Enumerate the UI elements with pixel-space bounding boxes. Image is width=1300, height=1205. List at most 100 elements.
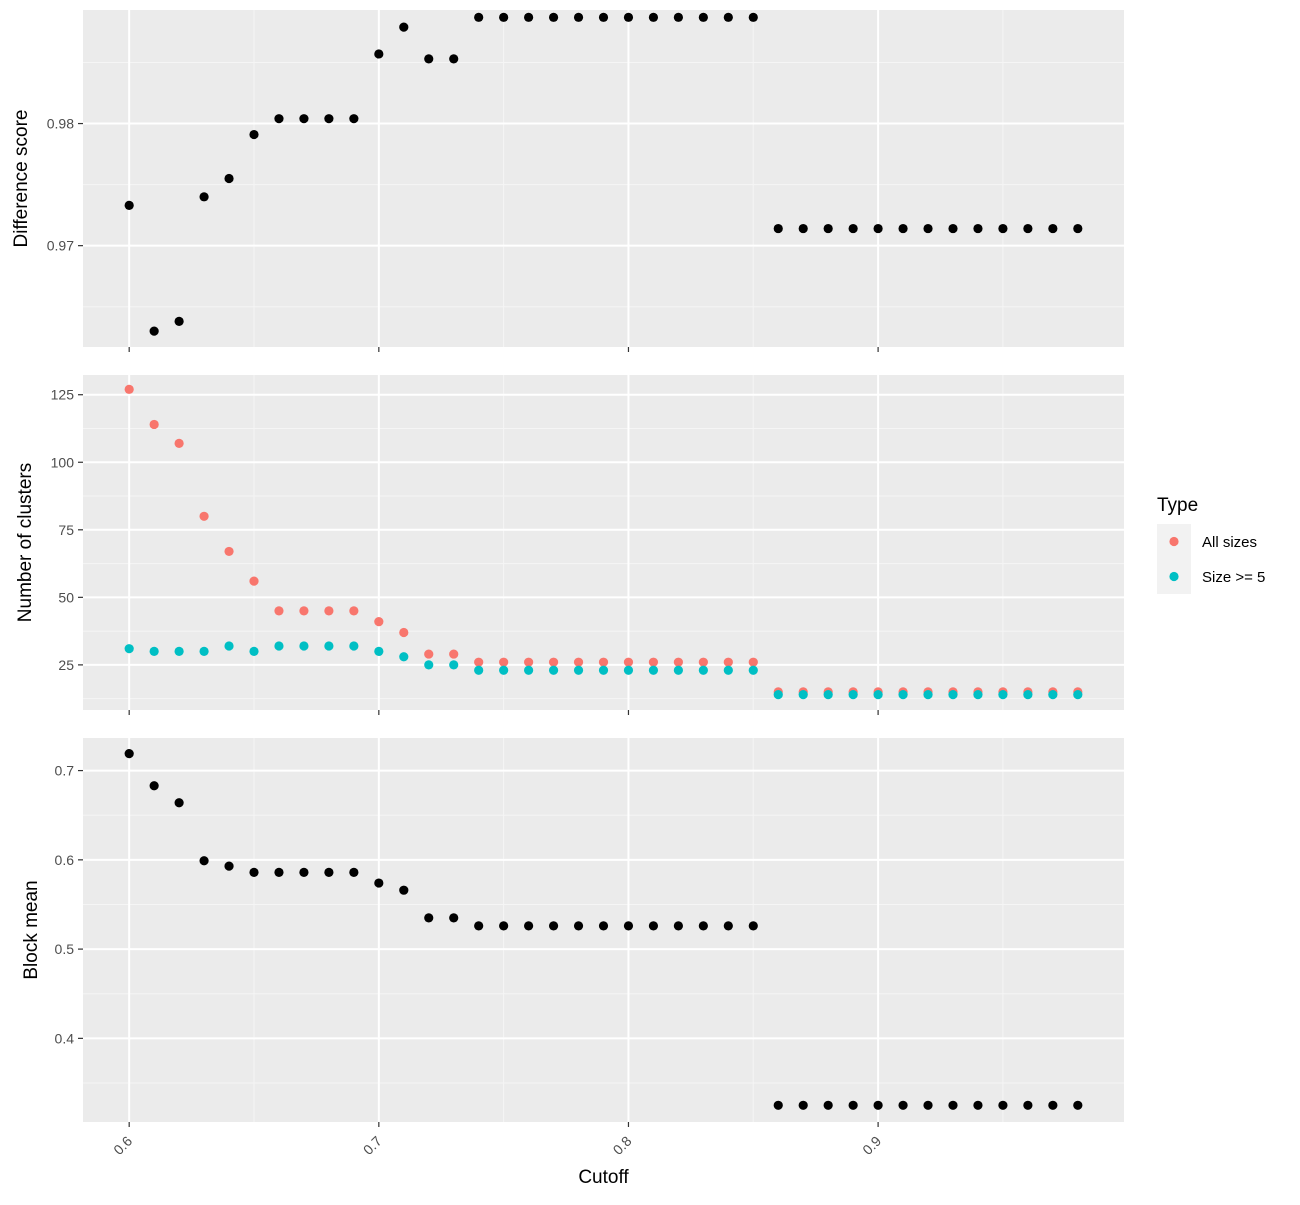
data-point-series-2 (1048, 690, 1058, 700)
data-point-series-2 (374, 646, 384, 656)
data-point (249, 129, 259, 140)
data-point (1048, 1100, 1058, 1110)
data-point (224, 861, 234, 871)
data-point-series-1 (474, 657, 484, 667)
panel-background (83, 10, 1124, 347)
x-tick-label: 0.6 (110, 1133, 135, 1158)
data-point (673, 921, 683, 931)
data-point-series-2 (623, 665, 634, 675)
data-point (973, 223, 983, 234)
data-point (823, 223, 833, 234)
data-point-series-1 (598, 657, 609, 667)
data-point (1073, 223, 1083, 234)
data-point (499, 12, 509, 22)
data-point-series-1 (324, 606, 334, 616)
data-point-series-2 (748, 665, 758, 675)
data-point (848, 1100, 858, 1110)
data-point (923, 1100, 933, 1110)
data-point (449, 54, 459, 64)
data-point (424, 913, 434, 923)
x-tick-label: 0.8 (610, 1133, 635, 1158)
data-point-series-2 (399, 652, 409, 662)
data-point (399, 22, 409, 32)
data-point-series-1 (199, 511, 209, 521)
data-point (798, 223, 808, 234)
data-point-series-2 (424, 660, 434, 670)
data-point (898, 223, 908, 234)
data-point (474, 12, 484, 22)
data-point (773, 1100, 783, 1110)
data-point (623, 921, 634, 931)
data-point-series-1 (124, 384, 134, 394)
data-point (748, 12, 758, 22)
data-point-series-2 (798, 690, 808, 700)
data-point (598, 12, 609, 22)
data-point (174, 316, 184, 326)
data-point (548, 12, 559, 22)
data-point (773, 223, 783, 234)
data-point-series-1 (524, 657, 534, 667)
data-point (998, 223, 1008, 234)
data-point (199, 192, 209, 202)
data-point-series-2 (698, 665, 708, 675)
data-point (124, 749, 134, 759)
data-point-series-1 (174, 438, 184, 448)
data-point-series-1 (748, 657, 758, 667)
data-point-series-1 (249, 576, 259, 586)
data-point-series-2 (873, 690, 883, 700)
data-point (698, 921, 708, 931)
data-point-series-2 (973, 690, 983, 700)
data-point (299, 867, 309, 877)
legend-label: All sizes (1202, 534, 1257, 551)
data-point-series-2 (524, 665, 534, 675)
data-point (723, 12, 733, 22)
data-point (1048, 223, 1058, 234)
y-axis-title: Block mean (21, 880, 42, 979)
data-point (798, 1100, 808, 1110)
data-point (274, 114, 284, 124)
legend-key-point (1169, 536, 1179, 547)
data-point (598, 921, 609, 931)
data-point (149, 326, 159, 336)
data-point-series-1 (224, 546, 234, 557)
data-point (524, 12, 534, 22)
data-point-series-1 (698, 657, 708, 667)
data-point (648, 12, 659, 22)
data-point (898, 1100, 908, 1110)
data-point-series-2 (723, 665, 733, 675)
data-point-series-2 (174, 646, 184, 656)
data-point-series-2 (474, 665, 484, 675)
data-point-series-2 (948, 690, 958, 700)
data-point (573, 921, 584, 931)
data-point-series-1 (673, 657, 683, 667)
data-point (748, 921, 758, 931)
data-point-series-2 (898, 690, 908, 700)
y-tick-label: 75 (58, 522, 74, 538)
data-point (648, 921, 659, 931)
panel-1: 0.97 0.98 Difference score (11, 10, 1124, 352)
data-point-series-2 (124, 644, 134, 654)
data-point (723, 921, 733, 931)
data-point-series-2 (199, 646, 209, 656)
data-point-series-1 (573, 657, 584, 667)
data-point-series-1 (399, 627, 409, 638)
data-point-series-2 (1023, 690, 1033, 700)
y-tick-label: 0.5 (55, 941, 75, 957)
data-point (848, 223, 858, 234)
data-point (1023, 223, 1033, 234)
y-tick-label: 0.6 (55, 852, 75, 868)
data-point (698, 12, 708, 22)
data-point-series-2 (324, 641, 334, 651)
data-point (1073, 1100, 1083, 1110)
data-point-series-2 (773, 690, 783, 700)
data-point (923, 223, 933, 234)
legend-key-point (1169, 571, 1179, 582)
y-tick-label: 100 (51, 454, 75, 470)
y-tick-label: 125 (51, 387, 75, 403)
data-point (324, 867, 334, 877)
data-point (474, 921, 484, 931)
data-point (324, 114, 334, 124)
y-tick-label: 0.4 (55, 1030, 75, 1046)
data-point-series-1 (349, 606, 359, 616)
